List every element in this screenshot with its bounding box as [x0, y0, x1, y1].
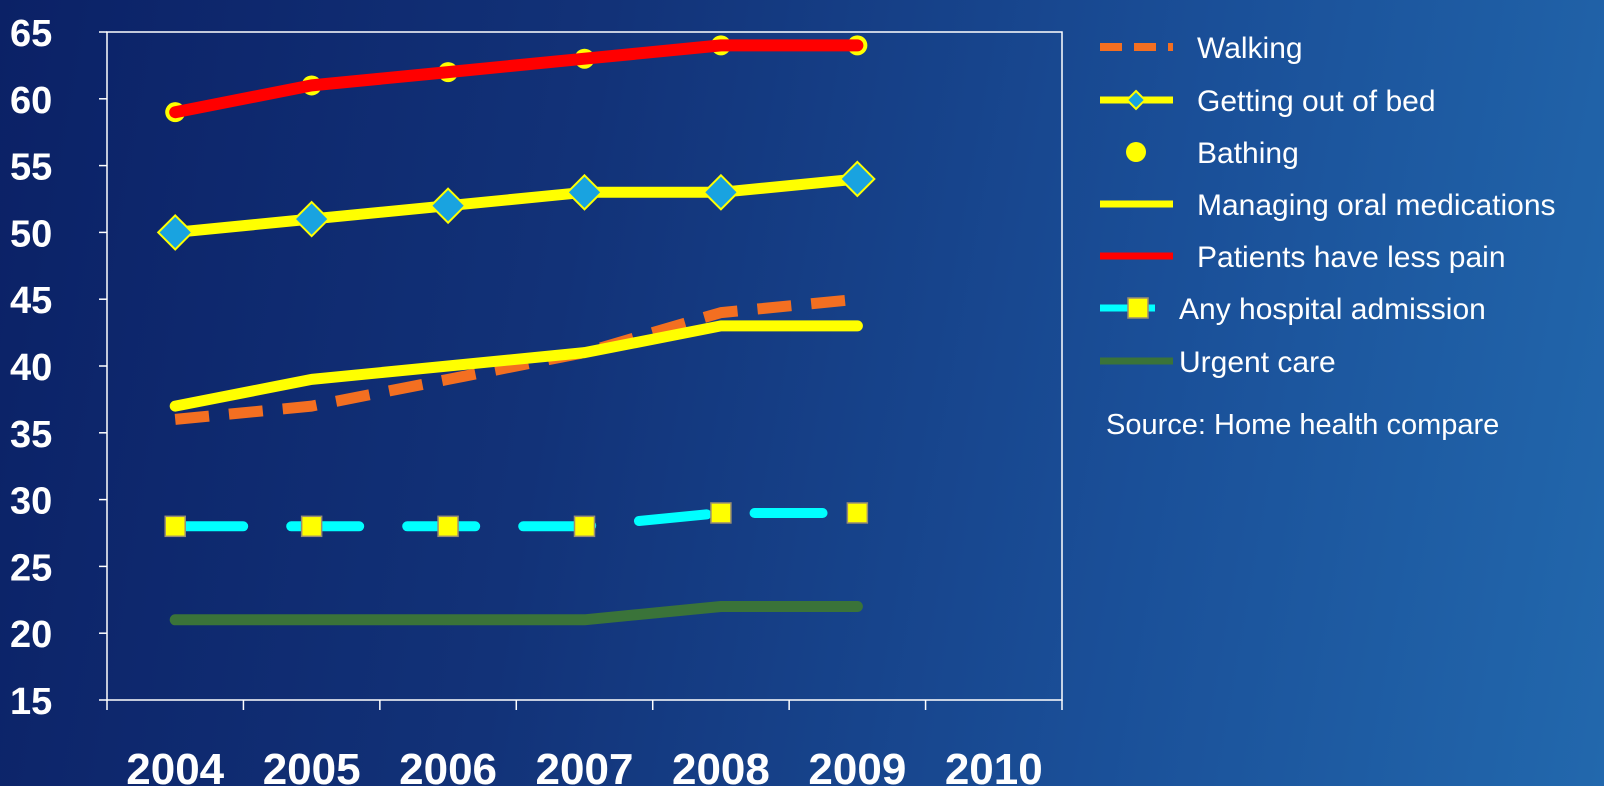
y-tick-label: 35 — [10, 414, 52, 456]
series-any-hospital-admission — [164, 502, 869, 538]
data-point-getting-out-of-bed — [838, 160, 876, 198]
series-patients-have-less-pain — [169, 39, 864, 119]
legend-item-walking: Walking — [1100, 32, 1303, 65]
legend-item-any-hospital-admission: Any hospital admission — [1100, 293, 1486, 326]
legend-label: Getting out of bed — [1197, 85, 1436, 118]
series-line — [170, 508, 863, 532]
legend-swatch — [1126, 142, 1146, 162]
data-point-getting-out-of-bed — [702, 173, 740, 211]
legend-item-getting-out-of-bed: Getting out of bed — [1100, 85, 1436, 118]
legend-label: Managing oral medications — [1197, 189, 1556, 222]
y-axis: 15 20 25 30 35 40 45 50 55 60 65 — [10, 13, 107, 723]
legend-item-bathing: Bathing — [1126, 137, 1299, 170]
y-tick-label: 65 — [10, 13, 52, 55]
y-tick-label: 15 — [10, 681, 52, 723]
series-urgent-care — [169, 601, 863, 626]
series-line — [169, 39, 864, 119]
x-tick-label: 2009 — [808, 745, 906, 786]
data-point-any-hospital-admission — [437, 515, 459, 538]
y-tick-label: 60 — [10, 80, 52, 122]
legend-item-urgent-care: Urgent care — [1100, 346, 1336, 379]
plot-border — [106, 31, 1063, 701]
y-tick-label: 25 — [10, 547, 52, 589]
data-point-any-hospital-admission — [164, 515, 186, 538]
legend-label: Bathing — [1197, 137, 1299, 170]
legend: Walking Getting out of bed Bathing Managing… — [1100, 32, 1556, 379]
legend-item-managing-oral-medications: Managing oral medications — [1100, 189, 1556, 222]
data-point-any-hospital-admission — [846, 502, 869, 524]
y-tick-label: 30 — [10, 481, 52, 523]
plot-area — [106, 31, 1063, 701]
legend-label: Urgent care — [1179, 346, 1336, 379]
y-tick-label: 50 — [10, 213, 52, 255]
legend-marker — [1127, 297, 1149, 319]
x-tick-label: 2007 — [536, 745, 634, 786]
data-point-getting-out-of-bed — [156, 213, 194, 251]
series-getting-out-of-bed — [156, 160, 876, 251]
legend-label: Any hospital admission — [1179, 293, 1486, 326]
legend-label: Walking — [1197, 32, 1303, 65]
data-point-getting-out-of-bed — [566, 173, 603, 211]
series-line — [169, 320, 863, 412]
series-walking — [174, 293, 858, 425]
series-layer — [156, 35, 876, 626]
data-point-getting-out-of-bed — [293, 200, 331, 238]
series-line — [174, 293, 858, 425]
y-tick-label: 55 — [10, 147, 52, 189]
y-tick-label: 40 — [10, 347, 52, 389]
data-point-any-hospital-admission — [300, 515, 323, 538]
legend-label: Patients have less pain — [1197, 241, 1506, 274]
x-tick-label: 2005 — [263, 745, 361, 786]
y-tick-label: 20 — [10, 614, 52, 656]
series-managing-oral-medications — [169, 320, 863, 412]
x-tick-label: 2010 — [945, 745, 1043, 786]
source-note: Source: Home health compare — [1106, 409, 1499, 441]
data-point-any-hospital-admission — [573, 515, 596, 538]
x-tick-label: 2004 — [126, 745, 224, 786]
legend-marker — [1125, 89, 1147, 111]
x-tick-label: 2006 — [399, 745, 497, 786]
series-line — [169, 173, 863, 238]
data-point-any-hospital-admission — [710, 502, 732, 524]
data-point-getting-out-of-bed — [429, 187, 467, 225]
x-axis: 2004 2005 2006 2007 2008 2009 2010 — [106, 700, 1063, 786]
x-tick-label: 2008 — [672, 745, 770, 786]
legend-item-patients-have-less-pain: Patients have less pain — [1100, 241, 1506, 274]
series-line — [169, 601, 863, 626]
y-tick-label: 45 — [10, 280, 52, 322]
